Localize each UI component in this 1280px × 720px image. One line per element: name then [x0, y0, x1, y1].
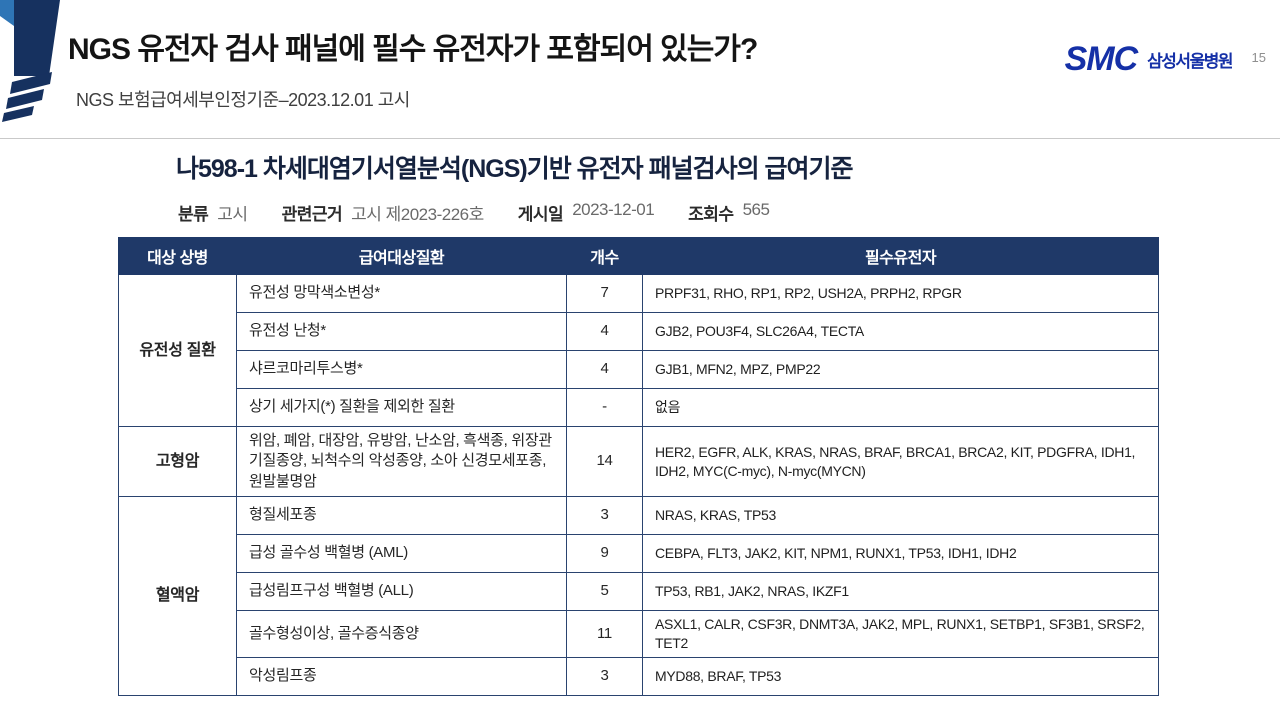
- meta-date-label: 게시일: [517, 205, 564, 224]
- disease-cell: 상기 세가지(*) 질환을 제외한 질환: [236, 388, 567, 427]
- table-row: 급성 골수성 백혈병 (AML) 9 CEBPA, FLT3, JAK2, KI…: [119, 534, 1159, 573]
- disease-cell: 위암, 폐암, 대장암, 유방암, 난소암, 흑색종, 위장관 기질종양, 뇌척…: [236, 426, 567, 497]
- disease-cell: 샤르코마리투스병*: [236, 350, 567, 389]
- table-row: 고형암 위암, 폐암, 대장암, 유방암, 난소암, 흑색종, 위장관 기질종양…: [118, 426, 1159, 497]
- disease-cell: 유전성 난청*: [236, 312, 567, 351]
- meta-views: 조회수 565: [688, 200, 770, 225]
- table-row: 유전성 난청* 4 GJB2, POU3F4, SLC26A4, TECTA: [119, 312, 1159, 351]
- col-header-target-disease: 대상 상병: [118, 237, 237, 275]
- table-row: 급성림프구성 백혈병 (ALL) 5 TP53, RB1, JAK2, NRAS…: [119, 572, 1159, 611]
- meta-date: 게시일 2023-12-01: [517, 200, 655, 225]
- smc-logo: SMC 삼성서울병원: [1064, 40, 1234, 78]
- hospital-name-label: 삼성서울병원: [1147, 51, 1233, 71]
- genes-cell: MYD88, BRAF, TP53: [642, 656, 1159, 696]
- count-cell: 3: [566, 656, 643, 696]
- slide-subtitle: NGS 보험급여세부인정기준–2023.12.01 고시: [76, 90, 410, 110]
- col-header-essential-genes: 필수유전자: [642, 237, 1159, 275]
- count-cell: 11: [566, 610, 643, 658]
- count-cell: 4: [566, 312, 643, 351]
- category-cell-solid-tumor: 고형암: [118, 426, 237, 497]
- table-row: 악성림프종 3 MYD88, BRAF, TP53: [119, 656, 1159, 696]
- col-header-count: 개수: [566, 237, 643, 275]
- decorative-corner-shape: [0, 0, 60, 122]
- table-row: 골수형성이상, 골수증식종양 11 ASXL1, CALR, CSF3R, DN…: [119, 610, 1159, 658]
- genes-cell: GJB2, POU3F4, SLC26A4, TECTA: [642, 312, 1159, 351]
- count-cell: 14: [566, 426, 643, 497]
- genes-cell: PRPF31, RHO, RP1, RP2, USH2A, PRPH2, RPG…: [642, 274, 1159, 313]
- table-row: 유전성 질환 유전성 망막색소변성* 7 PRPF31, RHO, RP1, R…: [118, 274, 1159, 427]
- post-meta: 분류 고시 관련근거 고시 제2023-226호 게시일 2023-12-01 …: [178, 200, 770, 225]
- table-header-row: 대상 상병 급여대상질환 개수 필수유전자: [118, 237, 1159, 275]
- disease-cell: 급성림프구성 백혈병 (ALL): [236, 572, 567, 611]
- section-title: 나598-1 차세대염기서열분석(NGS)기반 유전자 패널검사의 급여기준: [176, 155, 854, 183]
- genes-cell: NRAS, KRAS, TP53: [642, 496, 1159, 535]
- genes-cell: HER2, EGFR, ALK, KRAS, NRAS, BRAF, BRCA1…: [642, 426, 1159, 497]
- genes-cell: ASXL1, CALR, CSF3R, DNMT3A, JAK2, MPL, R…: [642, 610, 1159, 658]
- disease-cell: 악성림프종: [236, 656, 567, 696]
- meta-basis: 관련근거 고시 제2023-226호: [281, 200, 485, 225]
- header-divider: [0, 138, 1280, 139]
- genes-cell: GJB1, MFN2, MPZ, PMP22: [642, 350, 1159, 389]
- disease-cell: 유전성 망막색소변성*: [236, 274, 567, 313]
- count-cell: 9: [566, 534, 643, 573]
- count-cell: 7: [566, 274, 643, 313]
- table-row: 상기 세가지(*) 질환을 제외한 질환 - 없음: [119, 388, 1159, 427]
- count-cell: 3: [566, 496, 643, 535]
- disease-cell: 형질세포종: [236, 496, 567, 535]
- meta-basis-label: 관련근거: [281, 205, 343, 224]
- col-header-covered-disease: 급여대상질환: [236, 237, 567, 275]
- page-title: NGS 유전자 검사 패널에 필수 유전자가 포함되어 있는가?: [68, 33, 758, 66]
- table-row: 혈액암 형질세포종 3 NRAS, KRAS, TP53: [118, 496, 1159, 696]
- category-cell-blood-cancer: 혈액암: [118, 496, 237, 696]
- count-cell: 4: [566, 350, 643, 389]
- meta-views-label: 조회수: [688, 205, 734, 224]
- table-row: 샤르코마리투스병* 4 GJB1, MFN2, MPZ, PMP22: [119, 350, 1159, 389]
- meta-basis-value: 고시 제2023-226호: [351, 205, 484, 224]
- count-cell: -: [566, 388, 643, 427]
- meta-views-value: 565: [742, 200, 770, 219]
- meta-category-label: 분류: [178, 205, 209, 224]
- category-cell-hereditary: 유전성 질환: [118, 274, 237, 427]
- disease-cell: 급성 골수성 백혈병 (AML): [236, 534, 567, 573]
- genes-cell: TP53, RB1, JAK2, NRAS, IKZF1: [642, 572, 1159, 611]
- disease-cell: 골수형성이상, 골수증식종양: [236, 610, 567, 658]
- meta-category-value: 고시: [217, 205, 248, 224]
- coverage-table: 대상 상병 급여대상질환 개수 필수유전자 유전성 질환 유전성 망막색소변성*…: [118, 237, 1159, 696]
- count-cell: 5: [566, 572, 643, 611]
- meta-category: 분류 고시: [178, 200, 248, 225]
- genes-cell: CEBPA, FLT3, JAK2, KIT, NPM1, RUNX1, TP5…: [642, 534, 1159, 573]
- page-number: 15: [1251, 50, 1266, 65]
- genes-cell: 없음: [642, 388, 1159, 427]
- meta-date-value: 2023-12-01: [572, 200, 655, 219]
- smc-logo-text: SMC: [1064, 40, 1139, 78]
- coverage-table-container: 대상 상병 급여대상질환 개수 필수유전자 유전성 질환 유전성 망막색소변성*…: [118, 237, 1159, 696]
